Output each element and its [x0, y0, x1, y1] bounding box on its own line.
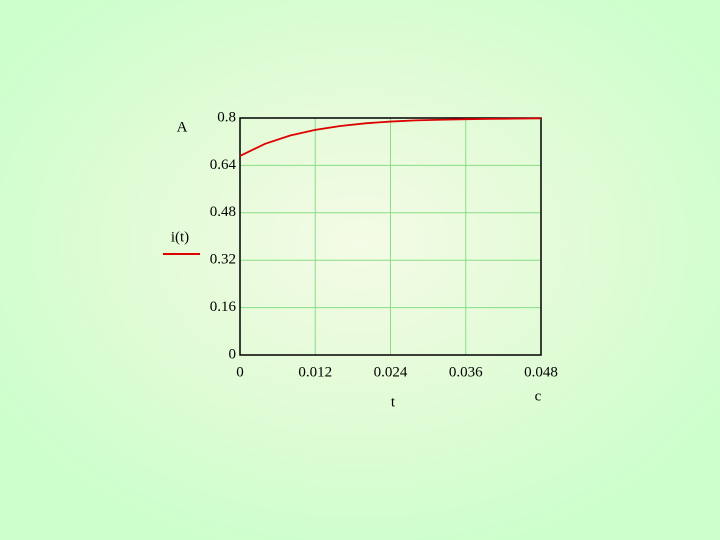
y-tick-label: 0 [229, 346, 237, 362]
data-line [239, 117, 542, 157]
y-tick-label: 0.16 [210, 299, 237, 315]
y-tick-label: 0.8 [217, 109, 236, 125]
x-tick-label: 0.036 [449, 364, 483, 380]
x-tick-label: 0.024 [374, 364, 408, 380]
plot-frame [239, 117, 542, 356]
x-unit: c [535, 388, 542, 404]
y-axis-label: i(t) [171, 229, 189, 245]
x-axis-label: t [391, 394, 396, 410]
x-tick-label: 0.012 [298, 364, 332, 380]
y-tick-label: 0.32 [210, 252, 236, 268]
x-tick-label: 0 [236, 364, 244, 380]
y-tick-label: 0.48 [210, 204, 236, 220]
y-unit: A [177, 119, 188, 135]
x-tick-label: 0.048 [524, 364, 558, 380]
y-tick-label: 0.64 [210, 157, 237, 173]
